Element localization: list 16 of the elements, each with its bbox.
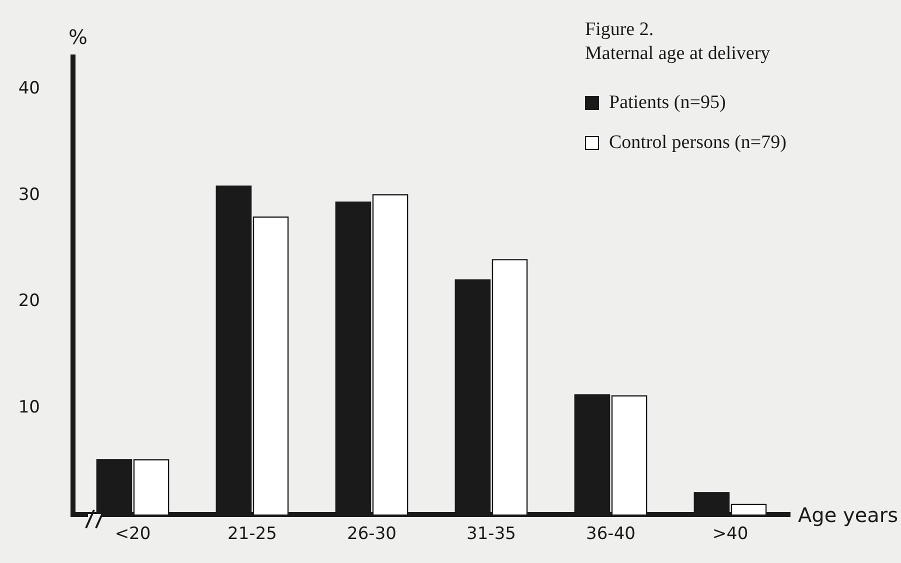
- y-tick-label: 40: [18, 78, 40, 98]
- chart-title: Figure 2.: [585, 18, 655, 42]
- legend-label: Patients (n=95): [609, 92, 726, 114]
- x-tick-label: 26-30: [347, 524, 396, 544]
- chart-subtitle: Maternal age at delivery: [585, 42, 770, 66]
- y-tick-label: 20: [18, 291, 40, 312]
- x-tick-label: <20: [114, 524, 151, 544]
- x-tick-label: >40: [712, 524, 748, 544]
- y-tick-label: 30: [18, 184, 40, 205]
- x-tick-label: 21-25: [228, 524, 277, 544]
- x-axis-title: Age years: [798, 502, 898, 527]
- y-axis-title: %: [68, 25, 88, 50]
- x-tick-label: 31-35: [466, 524, 516, 544]
- x-tick-label: 36-40: [586, 524, 636, 544]
- legend-label: Control persons (n=79): [609, 132, 786, 154]
- y-tick-label: 10: [18, 398, 40, 418]
